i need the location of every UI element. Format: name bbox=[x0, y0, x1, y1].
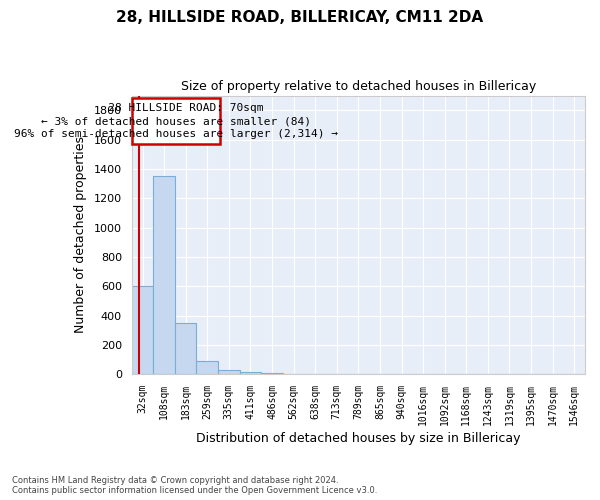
Y-axis label: Number of detached properties: Number of detached properties bbox=[74, 136, 87, 334]
Text: 96% of semi-detached houses are larger (2,314) →: 96% of semi-detached houses are larger (… bbox=[14, 130, 338, 140]
Text: Contains HM Land Registry data © Crown copyright and database right 2024.
Contai: Contains HM Land Registry data © Crown c… bbox=[12, 476, 377, 495]
Bar bbox=[154, 176, 175, 374]
Bar bbox=[218, 370, 239, 374]
Bar bbox=[132, 98, 220, 144]
Bar bbox=[196, 361, 218, 374]
Text: ← 3% of detached houses are smaller (84): ← 3% of detached houses are smaller (84) bbox=[41, 116, 311, 126]
Bar bbox=[175, 323, 196, 374]
Bar bbox=[132, 286, 154, 374]
Title: Size of property relative to detached houses in Billericay: Size of property relative to detached ho… bbox=[181, 80, 536, 93]
X-axis label: Distribution of detached houses by size in Billericay: Distribution of detached houses by size … bbox=[196, 432, 521, 445]
Text: 28, HILLSIDE ROAD, BILLERICAY, CM11 2DA: 28, HILLSIDE ROAD, BILLERICAY, CM11 2DA bbox=[116, 10, 484, 25]
Text: 28 HILLSIDE ROAD: 70sqm: 28 HILLSIDE ROAD: 70sqm bbox=[88, 103, 263, 113]
Bar bbox=[239, 372, 261, 374]
